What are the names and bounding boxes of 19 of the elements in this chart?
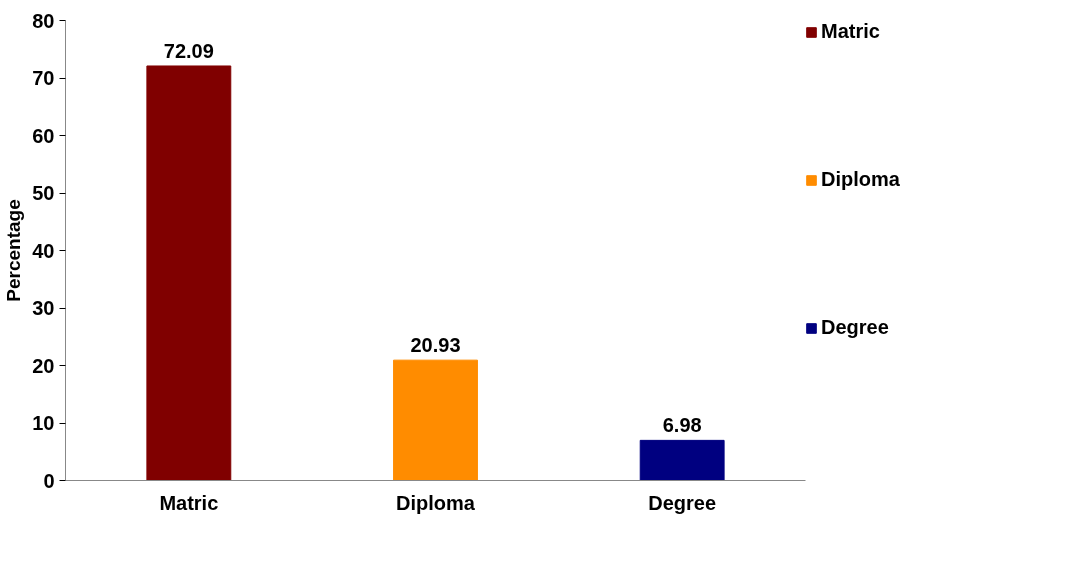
y-tick-label: 20 xyxy=(32,354,55,377)
legend-label: Diploma xyxy=(821,168,900,191)
y-tick-label: 40 xyxy=(32,239,55,262)
x-tick-label: Degree xyxy=(648,491,717,514)
y-tick-label: 30 xyxy=(32,297,55,319)
y-tick-label: 50 xyxy=(32,182,55,204)
data-label: 72.09 xyxy=(163,39,214,62)
y-tick-label: 60 xyxy=(32,124,55,147)
legend-label: Degree xyxy=(821,316,889,339)
legend-label: Matric xyxy=(821,20,880,43)
y-tick-label: 10 xyxy=(32,412,55,434)
data-label: 6.98 xyxy=(662,414,702,437)
y-tick-label: 80 xyxy=(32,9,55,32)
x-tick-label: Diploma xyxy=(396,491,476,514)
y-axis-title: Percentage xyxy=(3,199,25,302)
x-tick-label: Matric xyxy=(159,491,219,514)
y-tick-label: 0 xyxy=(43,469,55,492)
y-tick-label: 70 xyxy=(32,67,55,89)
data-label: 20.93 xyxy=(410,334,461,357)
